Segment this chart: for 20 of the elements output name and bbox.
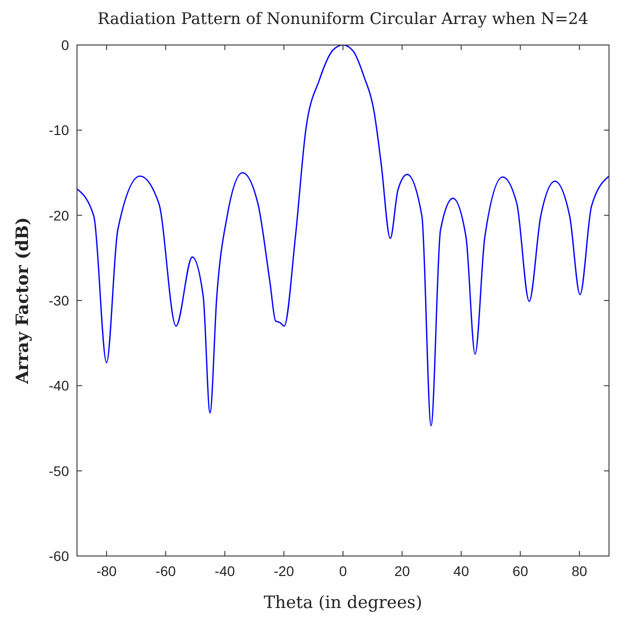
x-tick-label: 40: [453, 563, 470, 579]
chart-title: Radiation Pattern of Nonuniform Circular Array when N=24: [98, 9, 588, 28]
x-tick-label: -60: [156, 563, 176, 579]
line-series: [77, 44, 609, 426]
y-tick-label: 0: [61, 37, 70, 53]
x-tick-label: -20: [274, 563, 294, 579]
x-tick-label: 20: [394, 563, 410, 579]
y-axis-title: Array Factor (dB): [13, 217, 33, 385]
y-tick-label: -10: [48, 122, 70, 138]
x-tick-label: 80: [572, 563, 588, 579]
y-tick-label: -20: [48, 207, 70, 224]
x-tick-label: -40: [214, 563, 236, 579]
y-tick-label: -60: [48, 548, 70, 564]
x-axis-title: Theta (in degrees): [264, 593, 422, 613]
y-tick-label: -30: [48, 292, 70, 308]
y-tick-label: -50: [48, 462, 70, 479]
x-tick-label: -80: [96, 563, 117, 579]
y-tick-label: -40: [48, 378, 70, 394]
x-tick-label: 60: [512, 563, 528, 579]
x-tick-label: 0: [339, 563, 348, 579]
